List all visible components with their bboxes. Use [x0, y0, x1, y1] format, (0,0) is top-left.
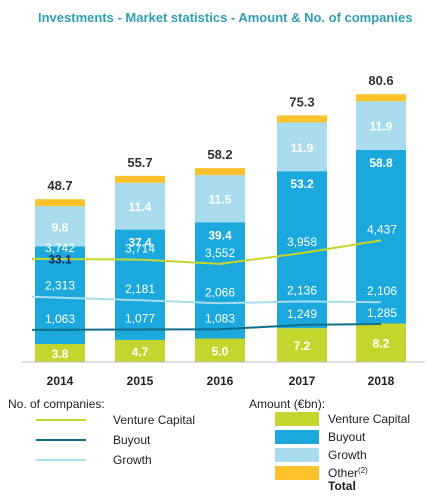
legend-swatch-other [275, 466, 319, 480]
value-label-buyout-2016: 39.4 [208, 228, 232, 242]
bar-other-2015 [115, 175, 165, 183]
x-tick-label-2017: 2017 [289, 374, 316, 388]
count-label-venture-capital-2017: 3,958 [287, 235, 317, 249]
value-label-growth-2016: 11.5 [209, 193, 232, 207]
legend-amount-label-venture-capital: Venture Capital [328, 412, 410, 426]
value-label-growth-2014: 9.8 [52, 220, 69, 234]
legend-other-superscript: (2) [358, 466, 368, 475]
bar-growth-2015 [115, 182, 165, 230]
legend: No. of companies: Venture Capital Buyout Gr… [8, 397, 410, 493]
bar-other-2018 [356, 94, 406, 102]
bar-venture-capital-2016 [195, 338, 245, 362]
labels-layer: 3.8 4.7 5.0 7.2 8.2 33.1 37.4 39.4 53.2 58.8 9.8 11… [45, 73, 397, 361]
count-label-growth-2015: 2,181 [125, 282, 155, 296]
x-tick-label-2018: 2018 [368, 374, 395, 388]
count-label-growth-2016: 2,066 [205, 285, 235, 299]
value-label-buyout-2014: 33.1 [48, 252, 72, 266]
value-label-growth-2018: 11.9 [370, 120, 393, 134]
count-label-growth-2014: 2,313 [45, 279, 75, 293]
legend-amount-title: Amount (€bn): [249, 397, 325, 411]
bar-growth-2017 [277, 122, 327, 172]
line-venture-capital [31, 239, 382, 265]
legend-amount-label-growth: Growth [328, 448, 367, 462]
count-label-venture-capital-2018: 4,437 [367, 222, 397, 236]
value-label-growth-2017: 11.9 [291, 141, 314, 155]
bar-buyout-2018 [356, 150, 406, 324]
count-label-growth-2017: 2,136 [287, 283, 317, 297]
x-axis-ticks: 2014 2015 2016 2017 2018 [47, 374, 395, 388]
total-label-2017: 75.3 [289, 94, 314, 109]
value-label-venture-capital-2014: 3.8 [52, 347, 69, 361]
bar-other-2014 [35, 199, 85, 207]
value-label-venture-capital-2017: 7.2 [294, 339, 311, 353]
legend-companies-label-growth: Growth [113, 453, 152, 467]
bar-venture-capital-2017 [277, 328, 327, 362]
x-tick-label-2015: 2015 [127, 374, 154, 388]
value-label-venture-capital-2015: 4.7 [132, 345, 149, 359]
x-tick-label-2016: 2016 [207, 374, 234, 388]
value-label-venture-capital-2016: 5.0 [212, 344, 229, 358]
legend-companies-title: No. of companies: [8, 397, 105, 411]
value-label-buyout-2018: 58.8 [369, 156, 393, 170]
count-label-venture-capital-2014: 3,742 [45, 241, 75, 255]
legend-swatch-growth [275, 448, 319, 462]
bar-growth-2016 [195, 175, 245, 223]
lines-layer [31, 239, 382, 331]
count-label-buyout-2017: 1,249 [287, 307, 317, 321]
total-label-2015: 55.7 [127, 155, 152, 170]
bar-buyout-2015 [115, 229, 165, 340]
legend-total-label: Total [328, 479, 356, 493]
legend-companies-label-venture-capital: Venture Capital [113, 413, 195, 427]
legend-amount-label-other: Other(2) [328, 466, 368, 480]
value-label-buyout-2015: 37.4 [128, 236, 152, 250]
x-tick-label-2014: 2014 [47, 374, 74, 388]
legend-amount-label-buyout: Buyout [328, 430, 366, 444]
value-label-buyout-2017: 53.2 [290, 177, 314, 191]
bar-venture-capital-2018 [356, 323, 406, 362]
count-label-buyout-2016: 1,083 [205, 311, 235, 325]
bar-growth-2018 [356, 101, 406, 150]
bar-venture-capital-2015 [115, 339, 165, 362]
bar-other-2016 [195, 168, 245, 176]
legend-companies-label-buyout: Buyout [113, 433, 151, 447]
legend-swatch-venture-capital [275, 412, 319, 426]
count-label-venture-capital-2015: 3,714 [125, 242, 155, 256]
total-label-2018: 80.6 [368, 73, 393, 88]
count-label-buyout-2015: 1,077 [125, 311, 155, 325]
bar-growth-2014 [35, 206, 85, 247]
bar-other-2017 [277, 115, 327, 123]
value-label-growth-2015: 11.4 [129, 200, 152, 214]
chart-title: Investments - Market statistics - Amount… [38, 10, 412, 25]
bar-buyout-2014 [35, 246, 85, 344]
bar-buyout-2016 [195, 222, 245, 339]
line-buyout [31, 322, 382, 331]
count-label-buyout-2018: 1,285 [367, 306, 397, 320]
total-label-2016: 58.2 [207, 147, 232, 162]
count-label-buyout-2014: 1,063 [45, 312, 75, 326]
count-label-venture-capital-2016: 3,552 [205, 246, 235, 260]
line-growth [31, 295, 382, 305]
value-label-venture-capital-2018: 8.2 [373, 337, 390, 351]
bar-venture-capital-2014 [35, 344, 85, 362]
legend-swatch-buyout [275, 430, 319, 444]
count-label-growth-2018: 2,106 [367, 284, 397, 298]
total-label-2014: 48.7 [47, 178, 72, 193]
